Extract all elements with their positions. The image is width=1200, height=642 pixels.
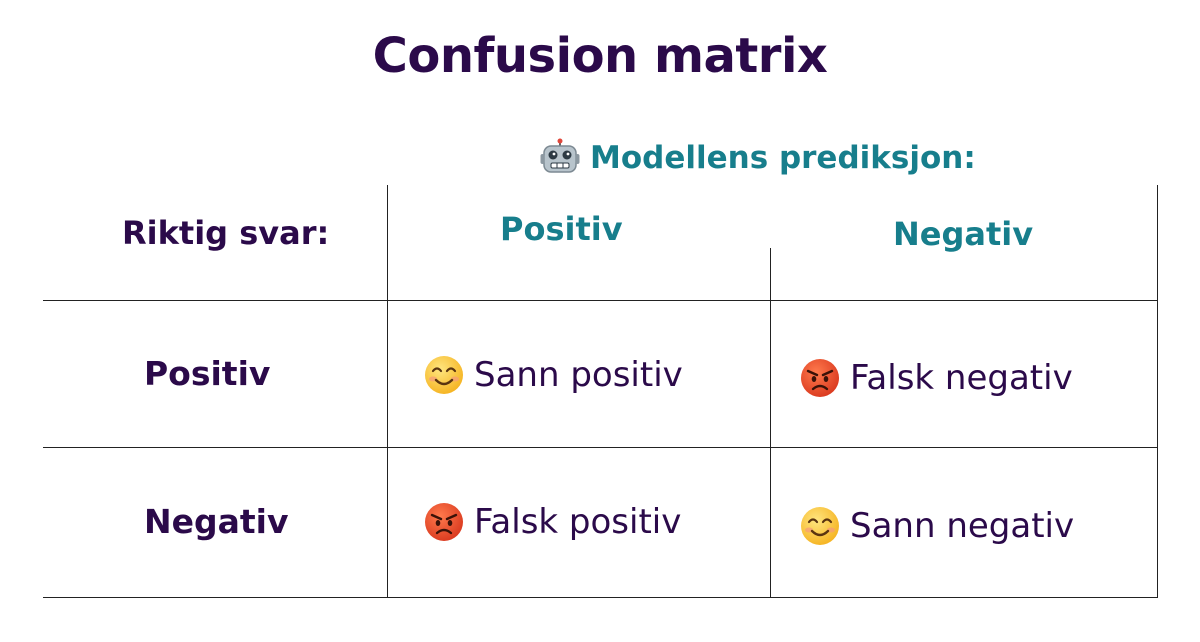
cell-false-positive: Falsk positiv <box>424 502 681 542</box>
actual-header: Riktig svar: <box>122 214 330 252</box>
prediction-header-text: Modellens prediksjon: <box>590 140 976 176</box>
cell-false-negative: Falsk negativ <box>800 358 1073 398</box>
smiling-face-icon <box>425 356 463 394</box>
grid-line-v3 <box>1157 185 1158 598</box>
grid-line-v1 <box>387 185 388 598</box>
cell-true-negative: Sann negativ <box>800 506 1074 546</box>
cell-label: Sann negativ <box>850 506 1075 546</box>
cell-true-positive: Sann positiv <box>424 355 683 395</box>
column-header-negative: Negativ <box>893 215 1034 253</box>
grid-line-h1 <box>43 300 1158 301</box>
grid-line-v2 <box>770 248 771 598</box>
page-title: Confusion matrix <box>372 28 828 84</box>
grid-line-h3 <box>43 597 1158 598</box>
cell-label: Falsk negativ <box>850 358 1073 398</box>
prediction-header: Modellens prediksjon: <box>540 136 976 180</box>
cell-label: Falsk positiv <box>474 502 682 542</box>
column-header-positive: Positiv <box>500 210 623 248</box>
smiling-face-icon <box>801 507 839 545</box>
angry-face-icon <box>801 359 839 397</box>
row-header-positive: Positiv <box>144 354 271 393</box>
grid-line-h2 <box>43 447 1158 448</box>
angry-face-icon <box>425 503 463 541</box>
cell-label: Sann positiv <box>474 355 683 395</box>
robot-icon <box>540 138 580 173</box>
row-header-negative: Negativ <box>144 502 289 541</box>
